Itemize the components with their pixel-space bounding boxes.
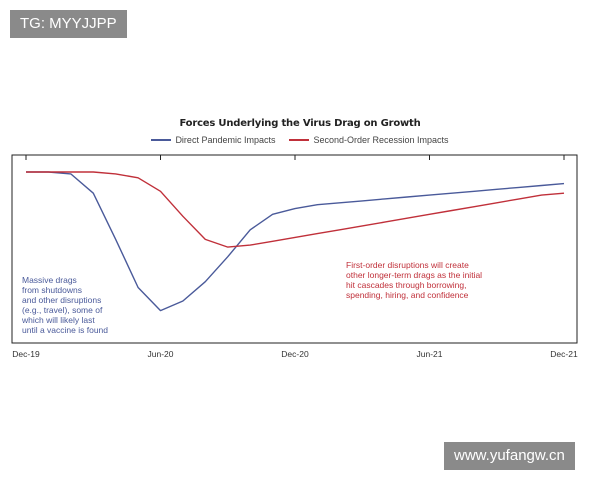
watermark-bottom: www.yufangw.cn	[444, 442, 575, 470]
series-line-1	[26, 171, 565, 248]
x-tick-label-0: Dec-19	[12, 349, 40, 359]
x-tick-label-4: Dec-21	[550, 349, 578, 359]
annotation-direct-line-2: and other disruptions	[22, 295, 101, 305]
chart-title: Forces Underlying the Virus Drag on Grow…	[179, 118, 421, 129]
annotation-second-line-1: other longer-term drags as the initial	[346, 270, 482, 280]
annotation-direct-line-1: from shutdowns	[22, 285, 82, 295]
legend-label-direct: Direct Pandemic Impacts	[175, 135, 276, 145]
legend-label-second: Second-Order Recession Impacts	[313, 135, 449, 145]
annotation-second-line-3: spending, hiring, and confidence	[346, 290, 469, 300]
annotation-second-line-0: First-order disruptions will create	[346, 260, 469, 270]
annotation-direct-line-4: which will likely last	[21, 315, 95, 325]
x-tick-label-1: Jun-20	[148, 349, 174, 359]
series-layer	[26, 171, 565, 312]
series-line-0	[26, 171, 565, 312]
annotation-second-line-2: hit cascades through borrowing,	[346, 280, 467, 290]
legend-item-direct: Direct Pandemic Impacts	[151, 135, 275, 145]
annotation-direct-line-5: until a vaccine is found	[22, 325, 108, 335]
legend-swatch-direct	[151, 139, 172, 141]
legend-swatch-second	[289, 139, 310, 141]
x-axis: Dec-19 Jun-20 Dec-20 Jun-21 Dec-21	[12, 155, 578, 359]
annotation-direct: Massive drags from shutdowns and other d…	[21, 275, 108, 335]
x-tick-label-3: Jun-21	[417, 349, 443, 359]
chart-legend: Direct Pandemic Impacts Second-Order Rec…	[0, 135, 600, 145]
annotation-direct-line-3: (e.g., travel), some of	[22, 305, 103, 315]
annotation-second: First-order disruptions will create othe…	[346, 260, 482, 300]
legend-item-second: Second-Order Recession Impacts	[289, 135, 449, 145]
annotation-direct-line-0: Massive drags	[22, 275, 77, 285]
watermark-top: TG: MYYJJPP	[10, 10, 127, 38]
x-tick-label-2: Dec-20	[281, 349, 309, 359]
